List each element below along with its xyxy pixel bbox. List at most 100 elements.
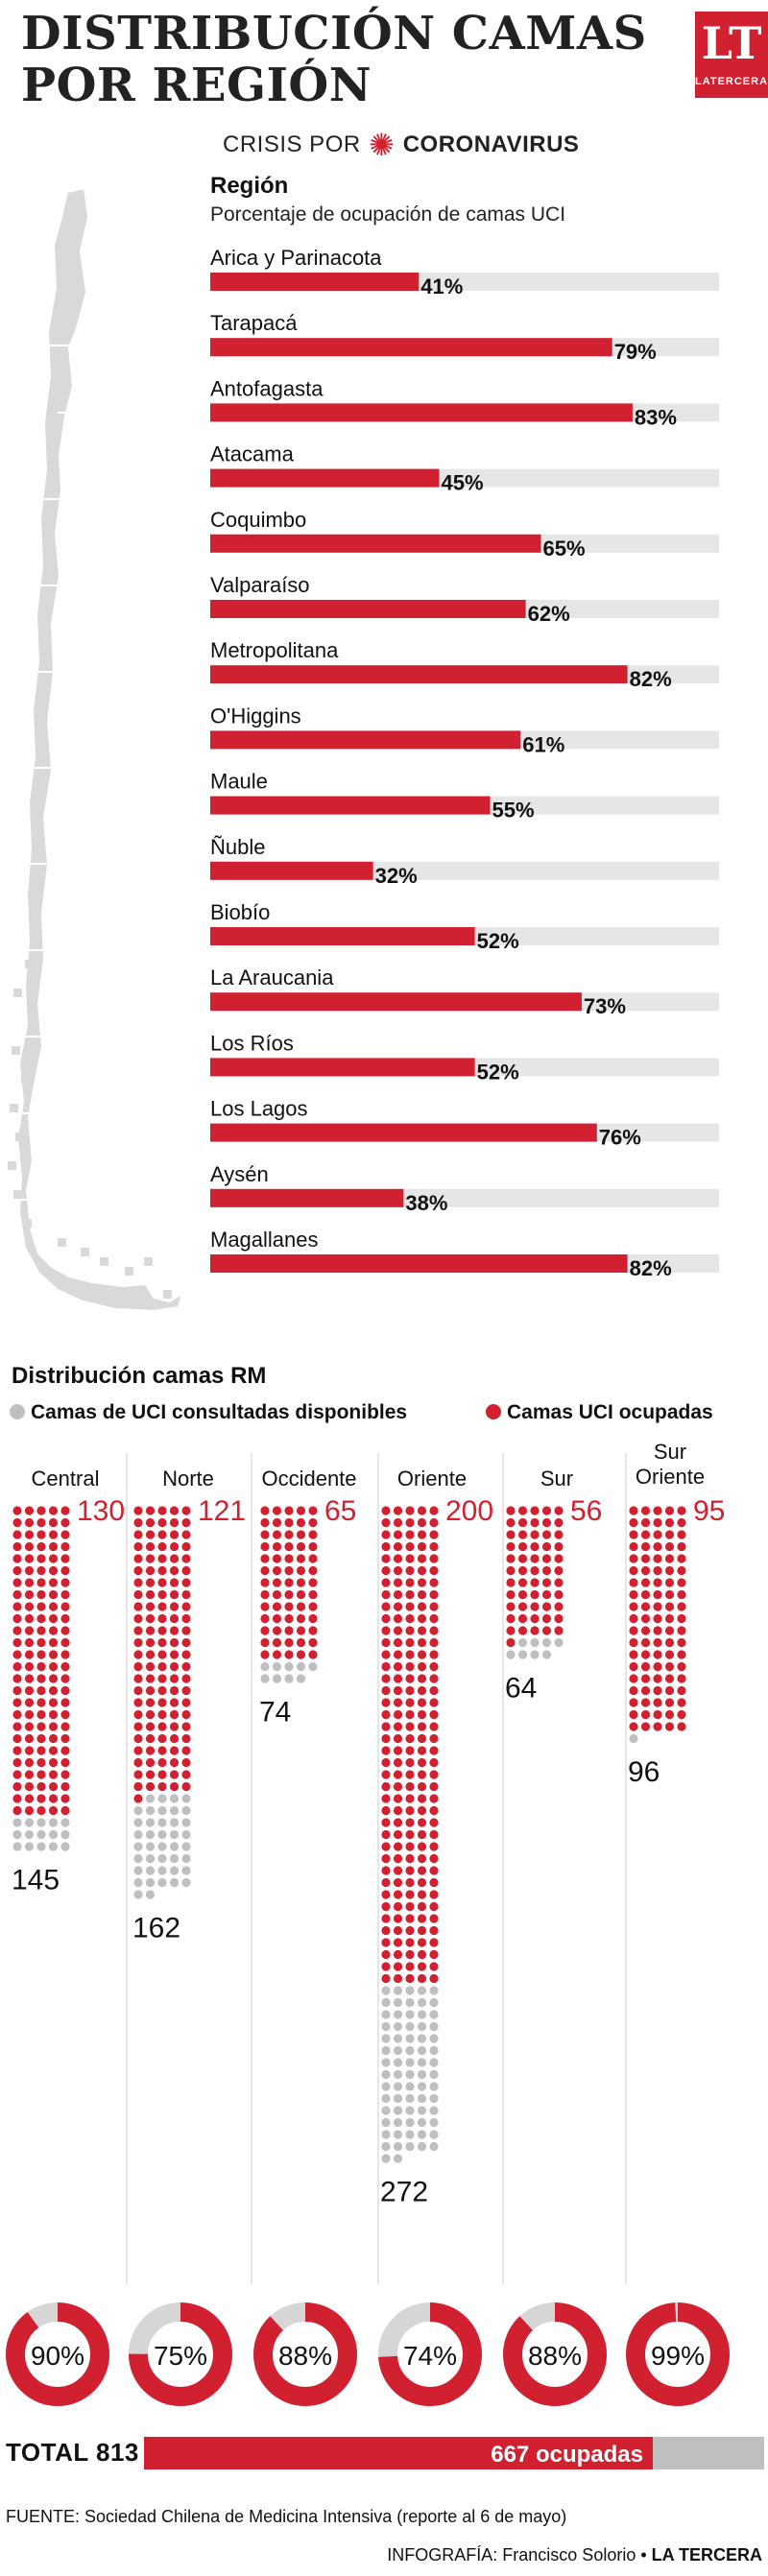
occupied-dot [145,1506,156,1515]
available-dot [48,1818,59,1827]
occupied-dot [60,1794,70,1803]
occupied-dot [24,1554,35,1563]
occupied-dot [393,1517,403,1528]
occupied-dot [48,1506,59,1515]
occupied-dot [169,1626,180,1635]
occupied-dot [405,1637,415,1648]
occupied-dot [36,1541,46,1552]
occupied-dot [296,1506,306,1515]
occupied-dot [405,1554,415,1563]
occupied-dot [284,1613,294,1624]
occupied-dot [393,1709,403,1720]
chile-map-shape [15,186,184,1313]
occupied-dot [181,1746,191,1755]
available-dot [405,2034,415,2043]
occupied-dot [157,1578,167,1587]
available-dot [169,1794,180,1803]
occupied-dot [133,1746,143,1755]
occupied-dot [145,1613,156,1624]
occupied-dot [181,1541,191,1552]
available-dot [24,1818,35,1827]
occupied-dot [181,1661,191,1672]
occupied-dot [417,1626,427,1635]
occupied-dot [429,1530,439,1539]
occupied-dot [381,1853,391,1864]
region-bar [210,927,475,945]
available-dot [393,2010,403,2019]
occupied-dot [629,1709,638,1720]
available-dot [541,1637,552,1648]
occupied-dot [405,1613,415,1624]
occupied-dot [36,1698,46,1707]
available-dot [393,2082,403,2091]
map-island [81,1248,89,1256]
occupied-count: 56 [570,1495,602,1527]
total-count: 162 [132,1913,180,1944]
occupied-dot [381,1613,391,1624]
occupied-dot [381,1626,391,1635]
occupied-dot [48,1757,59,1768]
region-label: Arica y Parinacota [210,246,382,270]
occupied-count: 130 [77,1495,125,1527]
column-name: Oriente [636,1465,705,1489]
occupied-dot [48,1722,59,1731]
occupied-dot [405,1901,415,1912]
occupied-dot [157,1770,167,1779]
occupied-dot [296,1517,306,1528]
la-tercera-logo[interactable]: LT LATERCERA [695,12,768,98]
occupied-dot [393,1757,403,1768]
available-dot [308,1661,318,1672]
occupied-dot [24,1709,35,1720]
occupied-dot [429,1829,439,1840]
occupied-dot [36,1626,46,1635]
occupied-dot [145,1709,156,1720]
occupied-dot [12,1613,22,1624]
occupied-dot [381,1781,391,1792]
occupied-dot [517,1626,528,1635]
occupied-dot [429,1901,439,1912]
occupied-dot [417,1925,427,1936]
occupied-dot [664,1637,675,1648]
occupied-dot [517,1541,528,1552]
occupied-dot [12,1517,22,1528]
total-bar-occupied [144,2437,653,2469]
occupied-dot [24,1530,35,1539]
occupied-dot [157,1757,167,1768]
available-dot [157,1805,167,1816]
available-dot [429,1997,439,2008]
occupied-dot [284,1530,294,1539]
occupied-dot [417,1938,427,1947]
occupied-dot [60,1613,70,1624]
occupied-dot [133,1578,143,1587]
occupied-dot [405,1770,415,1779]
occupied-dot [60,1746,70,1755]
occupied-dot [181,1733,191,1744]
map-island [8,1161,16,1170]
occupied-dot [169,1578,180,1587]
occupied-dot [157,1565,167,1576]
occupied-dot [12,1722,22,1731]
occupied-dot [36,1565,46,1576]
occupied-dot [517,1613,528,1624]
occupied-dot [12,1637,22,1648]
occupied-dot [169,1674,180,1683]
occupied-dot [629,1637,638,1648]
legend-occupied-swatch [486,1404,501,1419]
occupied-dot [530,1589,540,1600]
occupied-dot [260,1637,270,1648]
occupied-dot [677,1506,686,1515]
occupied-dot [36,1530,46,1539]
occupied-dot [393,1554,403,1563]
occupied-dot [429,1661,439,1672]
occupied-dot [381,1842,391,1851]
occupied-dot [405,1578,415,1587]
region-label: La Araucania [210,966,334,990]
occupied-dot [308,1613,318,1624]
available-dot [381,2058,391,2067]
occupied-dot [429,1589,439,1600]
donut-occupied-arc [6,2302,109,2406]
map-island [58,1238,66,1247]
occupied-dot [24,1650,35,1659]
available-dot [145,1818,156,1827]
occupied-dot [260,1613,270,1624]
